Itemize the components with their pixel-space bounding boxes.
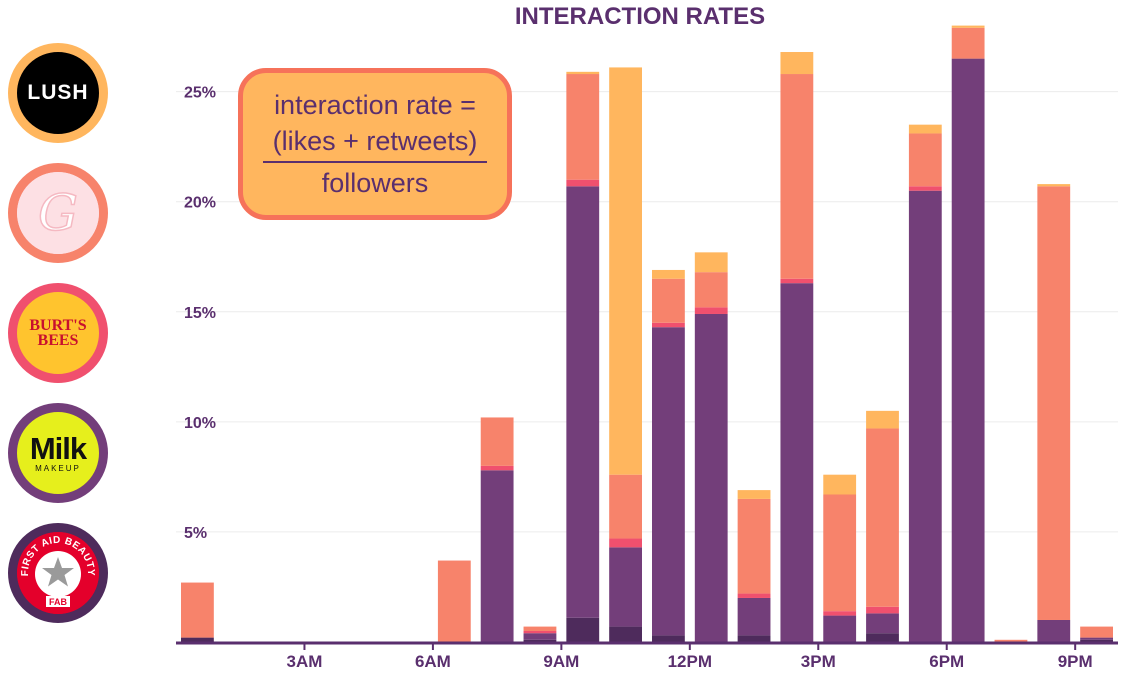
bar-lush-12 [652, 269, 685, 279]
formula-denominator: followers [321, 168, 429, 198]
bar-fab-11 [609, 626, 642, 642]
bar-burts-10 [566, 179, 600, 187]
bar-burts-9 [523, 630, 557, 634]
milk-makeup-logo-icon: Milk MAKEUP [8, 403, 108, 503]
bar-glossier-22 [1080, 626, 1113, 638]
glossier-logo-text: G [38, 184, 78, 242]
chart-title: INTERACTION RATES [515, 3, 765, 30]
bar-burts-16 [823, 611, 857, 616]
x-tick-label: 9AM [543, 652, 579, 671]
y-tick-label: 25% [184, 85, 216, 102]
bar-milk-10 [566, 186, 600, 618]
fab-seal-icon: FIRST AID BEAUTY FAB [17, 532, 99, 614]
bar-milk-18 [908, 190, 942, 643]
bar-fab-22 [1080, 639, 1113, 642]
x-tick-label: 9PM [1058, 652, 1093, 671]
bar-milk-13 [694, 313, 728, 642]
bar-fab-1 [181, 637, 214, 642]
bar-glossier-7 [437, 560, 471, 642]
bar-milk-17 [866, 613, 899, 634]
y-tick-label: 5% [184, 525, 207, 542]
bar-burts-17 [866, 606, 899, 614]
bar-glossier-9 [523, 626, 557, 631]
bar-milk-9 [523, 633, 557, 640]
bar-glossier-18 [908, 133, 942, 187]
bar-lush-14 [737, 490, 771, 499]
bar-lush-15 [780, 52, 814, 75]
bar-milk-15 [780, 283, 814, 642]
bar-milk-11 [609, 547, 642, 627]
bar-fab-17 [866, 633, 899, 642]
bar-burts-12 [652, 322, 685, 328]
burts-bees-logo-icon: BURT'S BEES [8, 283, 108, 383]
bar-lush-19 [951, 25, 985, 28]
bar-lush-11 [609, 67, 642, 475]
glossier-logo-icon: G [8, 163, 108, 263]
bar-glossier-20 [994, 639, 1028, 642]
y-tick-label: 20% [184, 195, 216, 212]
bar-burts-13 [694, 307, 728, 314]
bar-milk-14 [737, 597, 771, 636]
bar-fab-12 [652, 635, 685, 642]
bar-fab-14 [737, 635, 771, 642]
bars [181, 25, 1113, 643]
bar-glossier-19 [951, 27, 985, 59]
axes: 5% 10% 15% 20% 25% 3AM 6AM 9AM 12PM 3PM 6PM 9PM [176, 85, 1118, 671]
formula-numerator: (likes + retweets) [272, 126, 478, 156]
glossier-g-icon: G [17, 172, 99, 254]
bar-burts-15 [780, 278, 814, 284]
bar-glossier-16 [823, 494, 857, 612]
bar-milk-22 [1080, 637, 1113, 640]
bar-burts-8 [480, 465, 514, 471]
bar-milk-8 [480, 470, 514, 642]
bar-glossier-17 [866, 428, 899, 607]
bar-milk-21 [1037, 619, 1071, 642]
bar-burts-14 [737, 593, 771, 598]
burts-bees-logo-text: BURT'S BEES [29, 317, 87, 349]
bar-lush-10 [566, 71, 600, 75]
bar-milk-16 [823, 615, 857, 642]
y-tick-label: 15% [184, 305, 216, 322]
fab-logo-subtext: FAB [49, 597, 68, 607]
first-aid-beauty-logo-icon: FIRST AID BEAUTY FAB [8, 523, 108, 623]
bar-glossier-1 [181, 582, 214, 638]
bar-burts-18 [908, 186, 942, 191]
bar-lush-13 [694, 252, 728, 273]
x-tick-label: 3AM [287, 652, 323, 671]
bar-milk-12 [652, 327, 685, 636]
bar-lush-18 [908, 124, 942, 134]
bar-glossier-8 [480, 417, 514, 466]
lush-logo-text: LUSH [27, 81, 89, 104]
bar-glossier-14 [737, 498, 771, 594]
bar-glossier-10 [566, 74, 600, 180]
bar-burts-11 [609, 538, 642, 548]
formula-callout: interaction rate = (likes + retweets) fo… [238, 68, 512, 220]
bar-lush-17 [866, 410, 899, 429]
x-tick-label: 6AM [415, 652, 451, 671]
milk-logo-subtext: MAKEUP [35, 463, 81, 473]
bar-glossier-15 [780, 74, 814, 279]
bar-glossier-21 [1037, 186, 1071, 620]
bar-milk-19 [951, 58, 985, 642]
bar-glossier-12 [652, 278, 685, 323]
lush-logo-icon: LUSH [8, 43, 108, 143]
bar-glossier-11 [609, 474, 642, 539]
bar-fab-10 [566, 617, 600, 642]
x-tick-label: 6PM [929, 652, 964, 671]
bar-fab-9 [523, 639, 557, 642]
bar-lush-16 [823, 474, 857, 495]
y-tick-label: 10% [184, 415, 216, 432]
star-icon [42, 557, 74, 587]
milk-logo-text: Milk [29, 430, 87, 466]
formula-lhs: interaction rate = [274, 90, 476, 120]
x-tick-label: 3PM [801, 652, 836, 671]
bar-glossier-13 [694, 272, 728, 308]
x-tick-label: 12PM [668, 652, 712, 671]
bar-lush-21 [1037, 184, 1071, 187]
